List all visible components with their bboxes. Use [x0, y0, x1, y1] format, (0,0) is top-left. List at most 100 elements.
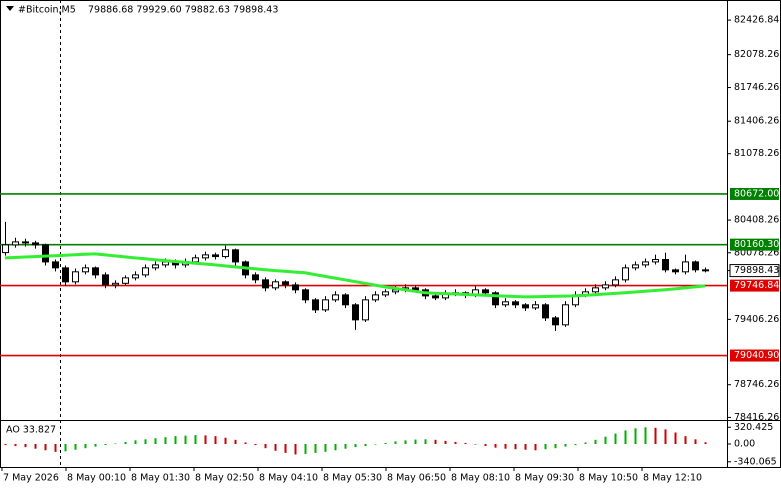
x-tick-label: 8 May 00:10 — [67, 473, 126, 484]
candle-body — [702, 269, 709, 272]
candle-body — [492, 292, 499, 306]
candle-body — [212, 254, 219, 258]
ohlc-label: 79886.68 79929.60 79882.63 79898.43 — [88, 5, 278, 16]
candle-body — [652, 259, 659, 263]
candle-body — [262, 279, 269, 289]
candle-body — [222, 249, 229, 258]
x-tick-label: 7 May 2026 — [3, 473, 59, 484]
level-tag — [730, 187, 779, 200]
candle-body — [232, 249, 239, 263]
candle-body — [72, 271, 79, 283]
candle-body — [662, 259, 669, 271]
candle-body — [522, 304, 529, 309]
y-tick-label: 80078.26 — [734, 247, 779, 258]
candle-body — [22, 241, 29, 244]
candle-body — [632, 264, 639, 269]
candle-body — [612, 279, 619, 286]
candle-body — [372, 294, 379, 301]
candle-body — [122, 277, 129, 284]
candle-body — [92, 267, 99, 276]
candle-body — [282, 281, 289, 286]
candle-body — [302, 289, 309, 301]
candle-body — [12, 241, 19, 246]
candle-body — [152, 264, 159, 269]
candle-body — [52, 261, 59, 269]
candle-body — [32, 242, 39, 246]
moving-average — [4, 252, 706, 299]
ao-tick-label: 0.00 — [734, 439, 755, 450]
level-tag-label: 79040.90 — [734, 350, 779, 361]
ao-tick-label: 320.425 — [734, 422, 773, 433]
candle-body — [312, 299, 319, 311]
x-tick-label: 8 May 04:10 — [259, 473, 318, 484]
candle-body — [512, 301, 519, 306]
candle-body — [112, 282, 119, 286]
ao-tick-label: -340.065 — [734, 456, 777, 467]
candle-body — [2, 244, 9, 254]
x-tick-label: 8 May 05:30 — [323, 473, 382, 484]
y-tick-label: 81746.26 — [734, 82, 779, 93]
symbol-label: #Bitcoin,M5 — [18, 5, 76, 16]
x-tick-label: 8 May 02:50 — [195, 473, 254, 484]
y-tick-label: 80408.26 — [734, 215, 779, 226]
level-tag-label: 79746.84 — [734, 280, 779, 291]
candle-body — [362, 299, 369, 321]
candle-body — [102, 274, 109, 286]
candle-body — [202, 254, 209, 259]
candle-body — [532, 304, 539, 309]
candle-body — [602, 284, 609, 289]
candle-body — [42, 244, 49, 263]
candle-body — [432, 295, 439, 299]
candle-body — [142, 267, 149, 276]
candle-body — [342, 294, 349, 306]
candle-body — [562, 304, 569, 326]
candle-body — [192, 257, 199, 263]
x-tick-label: 8 May 01:30 — [131, 473, 190, 484]
candle-body — [252, 274, 259, 281]
y-tick-label: 81406.26 — [734, 116, 779, 127]
candle-body — [622, 267, 629, 281]
level-tag — [730, 238, 779, 251]
candle-body — [82, 267, 89, 273]
candle-body — [62, 267, 69, 283]
y-tick-label: 79406.26 — [734, 314, 779, 325]
y-tick-label: 82426.84 — [734, 15, 779, 26]
level-tag-label: 80160.30 — [734, 239, 779, 250]
x-tick-label: 8 May 08:10 — [451, 473, 510, 484]
level-tag — [730, 279, 779, 292]
candle-body — [272, 281, 279, 289]
x-tick-label: 8 May 10:50 — [579, 473, 638, 484]
candle-body — [692, 261, 699, 271]
frame — [0, 0, 781, 468]
y-tick-label: 78746.26 — [734, 379, 779, 390]
candle-body — [592, 287, 599, 293]
x-tick-label: 8 May 12:10 — [643, 473, 702, 484]
candle-body — [132, 274, 139, 279]
x-tick-label: 8 May 06:50 — [387, 473, 446, 484]
candle-body — [482, 289, 489, 294]
x-tick-label: 8 May 09:30 — [515, 473, 574, 484]
candle-body — [332, 294, 339, 301]
candle-body — [322, 299, 329, 311]
candle-body — [502, 301, 509, 306]
candle-body — [162, 261, 169, 266]
level-tag — [730, 349, 779, 362]
y-tick-label: 78416.26 — [734, 412, 779, 423]
candle-body — [552, 317, 559, 326]
y-tick-label: 81078.26 — [734, 148, 779, 159]
candle-body — [542, 304, 549, 319]
candle-body — [682, 261, 689, 273]
menu-arrow — [6, 6, 14, 11]
ao-title: AO 33.827 — [6, 425, 56, 436]
last-price-label: 79898.43 — [734, 265, 779, 276]
last-price-tag — [729, 264, 780, 278]
y-tick-label: 82078.26 — [734, 49, 779, 60]
candle-body — [382, 291, 389, 296]
level-tag-label: 80672.00 — [734, 188, 779, 199]
candle-body — [352, 304, 359, 321]
candle-body — [412, 287, 419, 291]
candle-body — [642, 261, 649, 266]
candle-body — [292, 284, 299, 291]
candle-body — [672, 269, 679, 273]
